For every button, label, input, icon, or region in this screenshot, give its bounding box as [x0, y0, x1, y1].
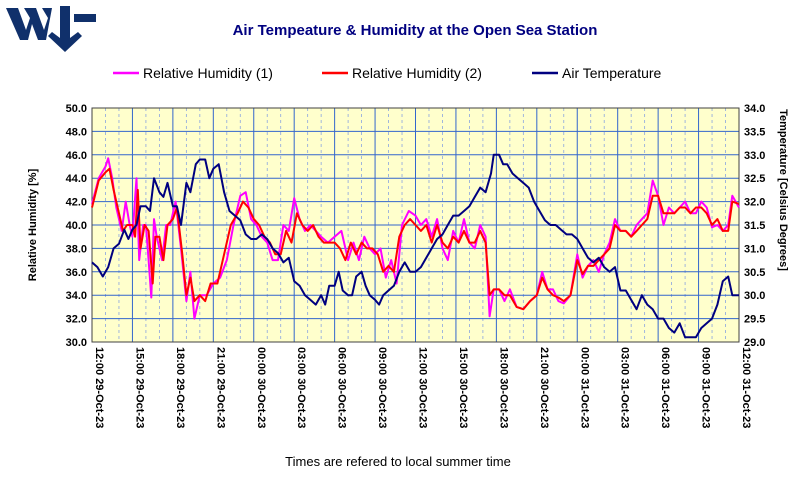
x-tick-label: 12:00 31-Oct-23: [740, 347, 752, 428]
plot-border: [91, 107, 740, 343]
x-tick-label: 15:00 29-Oct-23: [133, 347, 145, 428]
y-axis-right: 29.0 29.5 30.0 30.5 31.0 31.5 32.0 32.5 33.0 33.5…: [744, 103, 765, 349]
y-left-tick-label: 38.0: [66, 243, 87, 255]
x-tick-label: 09:00 31-Oct-23: [700, 347, 712, 428]
y-left-tick-label: 30.0: [66, 337, 87, 349]
series-line-relative-humidity-2: [91, 167, 740, 311]
y-left-tick-label: 32.0: [66, 314, 87, 326]
y-right-tick-label: 32.5: [744, 173, 765, 185]
legend: Relative Humidity (1) Relative Humidity (…: [113, 65, 662, 81]
y-right-tick-label: 33.5: [744, 126, 765, 138]
y-left-tick-label: 36.0: [66, 267, 87, 279]
x-tick-label: 12:00 29-Oct-23: [93, 347, 105, 428]
x-tick-label: 21:00 29-Oct-23: [214, 347, 226, 428]
x-tick-label: 06:00 31-Oct-23: [659, 347, 671, 428]
y-left-tick-label: 44.0: [66, 173, 87, 185]
series-layer: [91, 153, 740, 339]
y-right-tick-label: 34.0: [744, 103, 765, 115]
x-tick-label: 03:00 31-Oct-23: [619, 347, 631, 428]
y-axis-left: 30.0 32.0 34.0 36.0 38.0 40.0 42.0 44.0 46.0 48.0…: [66, 103, 87, 349]
x-tick-label: 18:00 29-Oct-23: [174, 347, 186, 428]
y-right-tick-label: 33.0: [744, 150, 765, 162]
x-tick-label: 21:00 30-Oct-23: [538, 347, 550, 428]
y-right-tick-label: 31.5: [744, 220, 765, 232]
chart-title: Air Tempeature & Humidity at the Open Se…: [233, 22, 598, 39]
x-tick-label: 00:00 30-Oct-23: [255, 347, 267, 428]
x-axis-title: Times are refered to local summer time: [285, 454, 511, 469]
y-right-tick-label: 32.0: [744, 197, 765, 209]
legend-label: Relative Humidity (1): [143, 65, 273, 81]
x-axis: 12:00 29-Oct-23 15:00 29-Oct-23 18:00 29-O…: [93, 347, 752, 428]
x-tick-label: 12:00 30-Oct-23: [417, 347, 429, 428]
x-tick-label: 00:00 31-Oct-23: [578, 347, 590, 428]
y-left-tick-label: 50.0: [66, 103, 87, 115]
legend-label: Air Temperature: [562, 65, 662, 81]
station-logo: [6, 6, 96, 52]
legend-label: Relative Humidity (2): [352, 65, 482, 81]
y-left-tick-label: 40.0: [66, 220, 87, 232]
x-tick-label: 09:00 30-Oct-23: [376, 347, 388, 428]
y-left-tick-label: 48.0: [66, 126, 87, 138]
y-axis-right-title: Temperature [Celsius Degrees]: [777, 109, 789, 271]
x-tick-label: 15:00 30-Oct-23: [457, 347, 469, 428]
y-right-tick-label: 29.5: [744, 314, 765, 326]
y-left-tick-label: 42.0: [66, 197, 87, 209]
y-right-tick-label: 30.5: [744, 267, 765, 279]
y-left-tick-label: 34.0: [66, 290, 87, 302]
x-tick-label: 18:00 30-Oct-23: [497, 347, 509, 428]
series-line-air-temperature: [91, 153, 739, 339]
y-axis-left-title: Relative Humidity [%]: [27, 168, 39, 281]
x-tick-label: 06:00 30-Oct-23: [336, 347, 348, 428]
x-tick-label: 03:00 30-Oct-23: [295, 347, 307, 428]
y-right-tick-label: 31.0: [744, 243, 765, 255]
y-left-tick-label: 46.0: [66, 150, 87, 162]
y-right-tick-label: 29.0: [744, 337, 765, 349]
y-right-tick-label: 30.0: [744, 290, 765, 302]
